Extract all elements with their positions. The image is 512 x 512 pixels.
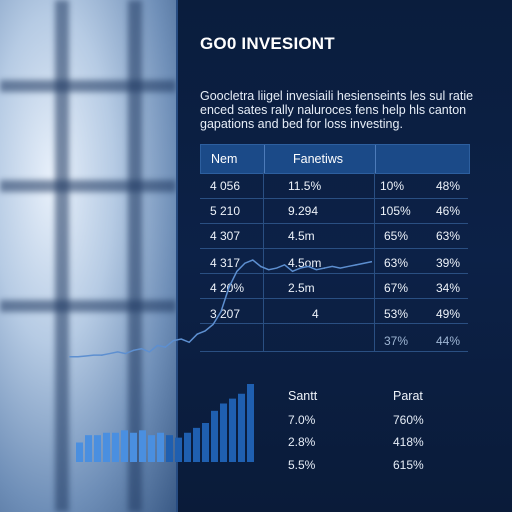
table-cell: 4.5om <box>288 256 322 270</box>
page-title: GO0 INVESIONT <box>200 34 335 53</box>
bar <box>139 430 146 462</box>
line-point <box>132 349 135 352</box>
summary-column-header: Parat <box>393 389 423 403</box>
bar <box>166 435 173 462</box>
line-point <box>164 346 167 348</box>
description-line: enced sates rally naluroces fens help hl… <box>200 103 467 117</box>
table-row: 5 210 9.294 105% 46% <box>200 200 468 225</box>
line-point <box>291 270 294 273</box>
row-divider <box>200 298 468 299</box>
summary-cell: 760% <box>393 413 424 427</box>
row-divider <box>200 323 468 324</box>
table-header: Nem Fanetiws <box>200 144 470 174</box>
table-cell: 63% <box>384 256 409 270</box>
bar <box>193 427 200 462</box>
bar <box>220 403 227 462</box>
summary-column-header: Santt <box>288 389 318 403</box>
window-frame <box>128 0 142 512</box>
description-line: Goocletra liigel invesiaili hesienseints… <box>200 89 474 103</box>
bar <box>76 442 83 462</box>
table-cell: 4 307 <box>210 229 241 243</box>
bar <box>157 432 164 462</box>
summary-cell: 7.0% <box>288 413 316 427</box>
table-row: 4 317 4.5om 63% 39% <box>200 252 468 277</box>
table-cell: 105% <box>380 204 411 218</box>
line-point <box>228 286 230 289</box>
bar <box>103 432 110 462</box>
table-cell: 4 317 <box>210 256 241 270</box>
table-cell: 11.5% <box>288 179 322 193</box>
summary-cell: 615% <box>393 458 424 472</box>
table-cell: 53% <box>384 307 409 321</box>
table-cell: 63% <box>436 229 461 243</box>
table-cell: 4 20% <box>210 281 245 295</box>
bar <box>85 435 92 462</box>
line-series <box>70 259 373 358</box>
table-cell: 37% <box>384 334 409 348</box>
table-row: 4 307 4.5m 65% 63% <box>200 225 468 250</box>
table-cell: 49% <box>436 307 461 321</box>
bar <box>175 437 182 462</box>
table-cell: 44% <box>436 334 461 348</box>
bar <box>211 410 218 462</box>
column-divider <box>263 172 264 352</box>
bar <box>148 435 155 462</box>
bar <box>112 432 119 462</box>
table-cell: 39% <box>436 256 461 270</box>
column-divider <box>375 145 376 173</box>
column-header: Nem <box>211 152 238 166</box>
column-divider <box>264 145 265 173</box>
table-cell: 65% <box>384 229 409 243</box>
window-frame <box>55 0 69 512</box>
window-frame <box>0 180 176 192</box>
line-point <box>259 265 262 268</box>
line-point <box>323 267 326 269</box>
bar <box>247 384 254 462</box>
table-cell: 5 210 <box>210 204 241 218</box>
line-point <box>196 333 198 335</box>
bar <box>94 435 101 462</box>
table-cell: 10% <box>380 179 405 193</box>
divider <box>176 0 178 512</box>
bar <box>229 398 236 462</box>
table-cell: 2.5m <box>288 281 315 295</box>
summary-cell: 5.5% <box>288 458 316 472</box>
row-divider <box>200 273 468 274</box>
row-divider <box>200 223 468 224</box>
table-row: 4 056 11.5% 10% 48% <box>200 175 468 200</box>
line-chart <box>69 259 373 358</box>
table-row: 37% 44% <box>200 330 468 355</box>
bar-chart <box>76 384 254 462</box>
column-header: Fanetiws <box>293 152 344 166</box>
background-photo <box>0 0 176 512</box>
window-frame <box>0 80 176 92</box>
row-divider <box>200 351 468 352</box>
line-point <box>69 355 71 358</box>
table-cell: 4 056 <box>210 179 241 193</box>
bar <box>238 393 245 462</box>
table-cell: 48% <box>436 179 461 193</box>
table-cell: 34% <box>436 281 461 295</box>
bar <box>121 430 128 462</box>
bar <box>202 423 209 462</box>
table-cell: 4 <box>312 307 319 321</box>
line-point <box>100 354 103 356</box>
row-divider <box>200 198 468 199</box>
summary-cell: 418% <box>393 435 424 449</box>
table-cell: 9.294 <box>288 204 319 218</box>
column-divider <box>374 172 375 352</box>
table-cell: 67% <box>384 281 409 295</box>
table-cell: 46% <box>436 204 461 218</box>
description-line: gapations and bed for loss investing. <box>200 117 403 131</box>
table-cell: 4.5m <box>288 229 315 243</box>
description: Goocletra liigel invesiaili hesienseints… <box>200 89 500 131</box>
bar <box>130 432 137 462</box>
summary-cell: 2.8% <box>288 435 316 449</box>
window-frame <box>0 300 176 312</box>
row-divider <box>200 248 468 249</box>
line-point <box>355 264 357 266</box>
bar <box>184 432 191 462</box>
table-row: 4 20% 2.5m 67% 34% <box>200 277 468 302</box>
